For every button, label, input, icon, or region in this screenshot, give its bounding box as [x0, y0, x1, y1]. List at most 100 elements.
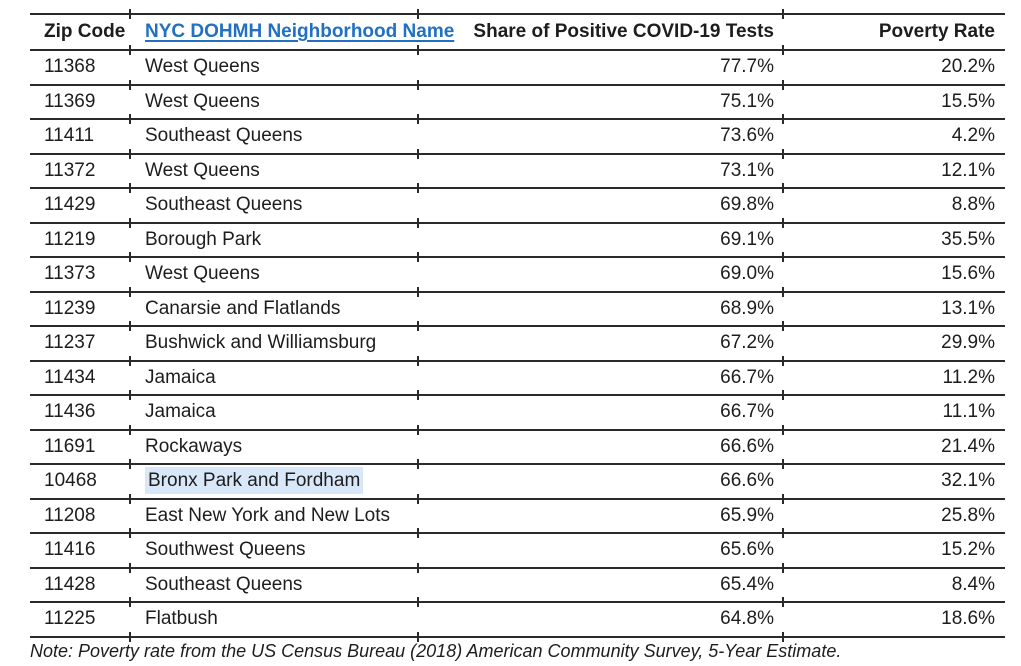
- poverty-rate-cell: 13.1%: [782, 291, 1005, 330]
- neighborhood-text-selected: Bronx Park and Fordham: [145, 467, 364, 495]
- column-header-neighborhood-link[interactable]: NYC DOHMH Neighborhood Name: [129, 10, 454, 56]
- poverty-rate-cell: 15.5%: [782, 84, 1005, 123]
- poverty-rate-cell: 20.2%: [782, 50, 1005, 88]
- poverty-rate-cell: 12.1%: [782, 153, 1005, 192]
- table-row: 11239 Canarsie and Flatlands 68.9% 13.1%: [30, 291, 1005, 330]
- neighborhood-text: Southeast Queens: [145, 125, 303, 147]
- column-header-poverty-rate: Poverty Rate: [782, 10, 1005, 56]
- column-header-share-positive-tests: Share of Positive COVID-19 Tests: [417, 10, 783, 56]
- zip-code-cell: 11691: [30, 429, 130, 465]
- share-positive-cell: 69.0%: [417, 257, 783, 295]
- neighborhood-cell: Canarsie and Flatlands: [129, 291, 418, 330]
- poverty-rate-cell: 21.4%: [782, 429, 1005, 468]
- neighborhood-text: Bushwick and Williamsburg: [145, 332, 377, 354]
- table-row: 11369 West Queens 75.1% 15.5%: [30, 84, 1005, 123]
- neighborhood-text: Southwest Queens: [145, 539, 306, 561]
- neighborhood-text: West Queens: [145, 90, 260, 112]
- neighborhood-text: Rockaways: [145, 435, 243, 457]
- poverty-rate-cell: 32.1%: [782, 464, 1005, 502]
- zip-code-cell: 11416: [30, 533, 130, 569]
- neighborhood-cell: West Queens: [129, 153, 418, 192]
- table-row: 11368 West Queens 77.7% 20.2%: [30, 50, 1005, 88]
- table-row: 11372 West Queens 73.1% 12.1%: [30, 153, 1005, 192]
- poverty-rate-cell: 35.5%: [782, 222, 1005, 261]
- table-row: 11373 West Queens 69.0% 15.6%: [30, 257, 1005, 295]
- table-row: 11428 Southeast Queens 65.4% 8.4%: [30, 567, 1005, 606]
- footnote-text: Note: Poverty rate from the US Census Bu…: [30, 641, 842, 661]
- neighborhood-cell: East New York and New Lots: [129, 498, 418, 537]
- zip-code-cell: 11369: [30, 84, 130, 120]
- zip-code-cell: 10468: [30, 464, 130, 500]
- share-positive-cell: 64.8%: [417, 602, 783, 640]
- neighborhood-text: Canarsie and Flatlands: [145, 297, 341, 319]
- neighborhood-text: West Queens: [145, 263, 260, 285]
- neighborhood-cell: Southeast Queens: [129, 119, 418, 157]
- zip-code-cell: 11368: [30, 50, 130, 86]
- zip-code-cell: 11239: [30, 291, 130, 327]
- neighborhood-cell: Southeast Queens: [129, 188, 418, 226]
- neighborhood-cell: Flatbush: [129, 602, 418, 640]
- table-row: 11429 Southeast Queens 69.8% 8.8%: [30, 188, 1005, 226]
- neighborhood-cell: Bushwick and Williamsburg: [129, 326, 418, 364]
- neighborhood-text: Southeast Queens: [145, 573, 303, 595]
- zip-code-cell: 11237: [30, 326, 130, 362]
- poverty-rate-cell: 18.6%: [782, 602, 1005, 640]
- zip-code-cell: 11219: [30, 222, 130, 258]
- share-positive-cell: 66.6%: [417, 429, 783, 468]
- zip-code-cell: 11372: [30, 153, 130, 189]
- table-row: 11416 Southwest Queens 65.6% 15.2%: [30, 533, 1005, 571]
- share-positive-cell: 69.1%: [417, 222, 783, 261]
- neighborhood-cell: Southeast Queens: [129, 567, 418, 606]
- poverty-rate-cell: 8.4%: [782, 567, 1005, 606]
- table-row: 11219 Borough Park 69.1% 35.5%: [30, 222, 1005, 261]
- neighborhood-cell: Southwest Queens: [129, 533, 418, 571]
- neighborhood-cell: West Queens: [129, 257, 418, 295]
- poverty-rate-cell: 4.2%: [782, 119, 1005, 157]
- header-row: Zip Code NYC DOHMH Neighborhood Name Sha…: [30, 10, 1005, 56]
- zip-code-cell: 11436: [30, 395, 130, 431]
- poverty-rate-cell: 29.9%: [782, 326, 1005, 364]
- zip-code-cell: 11225: [30, 602, 130, 638]
- share-positive-cell: 66.6%: [417, 464, 783, 502]
- table-row: 11225 Flatbush 64.8% 18.6%: [30, 602, 1005, 640]
- poverty-rate-cell: 15.6%: [782, 257, 1005, 295]
- share-positive-cell: 73.6%: [417, 119, 783, 157]
- neighborhood-cell: Borough Park: [129, 222, 418, 261]
- share-positive-cell: 77.7%: [417, 50, 783, 88]
- neighborhood-cell: Jamaica: [129, 395, 418, 433]
- table-row: 11237 Bushwick and Williamsburg 67.2% 29…: [30, 326, 1005, 364]
- share-positive-cell: 66.7%: [417, 360, 783, 399]
- table-row: 11691 Rockaways 66.6% 21.4%: [30, 429, 1005, 468]
- table-row: 11434 Jamaica 66.7% 11.2%: [30, 360, 1005, 399]
- neighborhood-text: West Queens: [145, 56, 260, 78]
- neighborhood-text: Flatbush: [145, 608, 218, 630]
- share-positive-cell: 67.2%: [417, 326, 783, 364]
- table-row: 10468 Bronx Park and Fordham 66.6% 32.1%: [30, 464, 1005, 502]
- neighborhood-text: East New York and New Lots: [145, 504, 391, 526]
- poverty-rate-cell: 11.1%: [782, 395, 1005, 433]
- covid-positivity-table: Zip Code NYC DOHMH Neighborhood Name Sha…: [30, 10, 1005, 640]
- poverty-rate-cell: 8.8%: [782, 188, 1005, 226]
- zip-code-cell: 11428: [30, 567, 130, 603]
- zip-code-cell: 11208: [30, 498, 130, 534]
- share-positive-cell: 69.8%: [417, 188, 783, 226]
- table-body: 11368 West Queens 77.7% 20.2% 11369 West…: [30, 50, 1005, 640]
- table-row: 11436 Jamaica 66.7% 11.1%: [30, 395, 1005, 433]
- share-positive-cell: 75.1%: [417, 84, 783, 123]
- table-row: 11411 Southeast Queens 73.6% 4.2%: [30, 119, 1005, 157]
- share-positive-cell: 65.6%: [417, 533, 783, 571]
- neighborhood-text: Jamaica: [145, 401, 216, 423]
- table-row: 11208 East New York and New Lots 65.9% 2…: [30, 498, 1005, 537]
- share-positive-cell: 65.9%: [417, 498, 783, 537]
- share-positive-cell: 66.7%: [417, 395, 783, 433]
- share-positive-cell: 68.9%: [417, 291, 783, 330]
- poverty-rate-cell: 15.2%: [782, 533, 1005, 571]
- zip-code-cell: 11411: [30, 119, 130, 155]
- neighborhood-cell: West Queens: [129, 50, 418, 88]
- neighborhood-cell: Rockaways: [129, 429, 418, 468]
- neighborhood-cell: West Queens: [129, 84, 418, 123]
- column-header-zip-code: Zip Code: [30, 13, 130, 51]
- zip-code-cell: 11429: [30, 188, 130, 224]
- zip-code-cell: 11434: [30, 360, 130, 396]
- neighborhood-cell: Bronx Park and Fordham: [129, 464, 418, 502]
